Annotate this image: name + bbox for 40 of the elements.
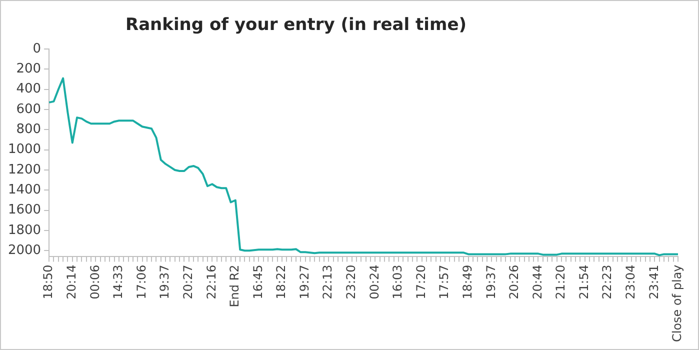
x-tick-label: 14:33 [111, 264, 126, 300]
x-tick-label: 22:16 [204, 264, 218, 300]
y-tick-label: 1000 [8, 142, 42, 158]
y-tick-label: 2000 [8, 243, 42, 258]
x-tick-label: 19:37 [484, 264, 498, 300]
y-tick-label: 400 [16, 82, 42, 97]
x-tick-label: 20:26 [507, 264, 522, 300]
x-tick-label: 00:24 [367, 264, 382, 300]
x-tick-label: 20:44 [530, 264, 544, 300]
y-tick-label: 1600 [8, 202, 42, 218]
x-tick-label: 20:27 [180, 264, 195, 300]
y-tick-label: 1400 [8, 182, 42, 198]
y-tick-label: 200 [16, 62, 42, 77]
x-tick-label: 19:37 [158, 264, 172, 300]
x-tick-label: 23:41 [646, 264, 661, 300]
y-tick-label: 600 [16, 102, 42, 117]
x-tick-label: 22:23 [600, 264, 614, 300]
y-tick-label: 0 [32, 41, 42, 56]
x-tick-label: 17:06 [134, 264, 148, 300]
x-tick-label: 23:04 [624, 264, 638, 300]
x-tick-label: 21:54 [576, 264, 591, 300]
x-tick-label: 00:06 [88, 264, 102, 300]
x-tick-label: Close of play [670, 264, 684, 342]
x-tick-label: 22:13 [320, 264, 335, 300]
x-tick-label: 18:22 [274, 264, 288, 300]
x-tick-label: 20:14 [64, 264, 78, 300]
x-tick-label: 17:57 [437, 264, 452, 300]
y-tick-label: 800 [16, 122, 42, 138]
x-tick-label: End R2 [228, 264, 242, 308]
x-tick-label: 21:20 [554, 264, 568, 300]
y-tick-label: 1200 [8, 162, 42, 178]
x-tick-label: 17:20 [414, 264, 428, 300]
x-tick-label: 19:27 [297, 264, 312, 300]
x-tick-label: 23:20 [344, 264, 358, 300]
x-tick-label: 18:49 [460, 264, 474, 300]
chart-title: Ranking of your entry (in real time) [124, 15, 468, 35]
x-tick-label: 16:03 [390, 264, 405, 300]
y-tick-label: 1800 [8, 222, 42, 238]
x-tick-label: 18:50 [41, 264, 56, 300]
x-tick-label: 16:45 [250, 264, 265, 300]
